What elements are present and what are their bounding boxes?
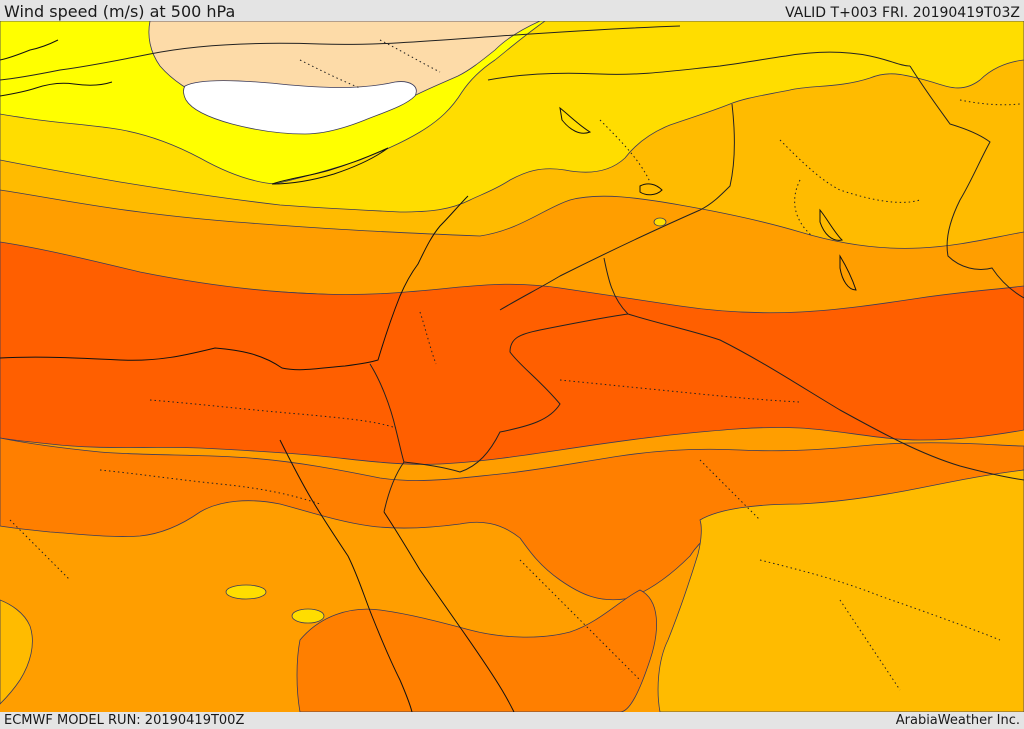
country-borders [0,25,1024,513]
map-title: Wind speed (m/s) at 500 hPa [4,2,236,21]
band-orange-dark [0,241,1024,465]
model-run-label: ECMWF MODEL RUN: 20190419T00Z [4,713,245,728]
valid-time-label: VALID T+003 FRI. 20190419T03Z [785,5,1020,21]
map-canvas [0,21,1024,712]
internal-boundaries [9,39,1021,691]
band-amber-sw [0,599,33,705]
band-amber-se [657,469,1024,712]
footer-bar: ECMWF MODEL RUN: 20190419T00Z ArabiaWeat… [0,712,1024,729]
credit-label: ArabiaWeather Inc. [895,713,1020,728]
coastlines [0,39,857,712]
wind-speed-map[interactable] [0,21,1024,712]
header-bar: Wind speed (m/s) at 500 hPa VALID T+003 … [0,0,1024,21]
band-calmest [183,80,417,135]
lakes [225,217,667,624]
